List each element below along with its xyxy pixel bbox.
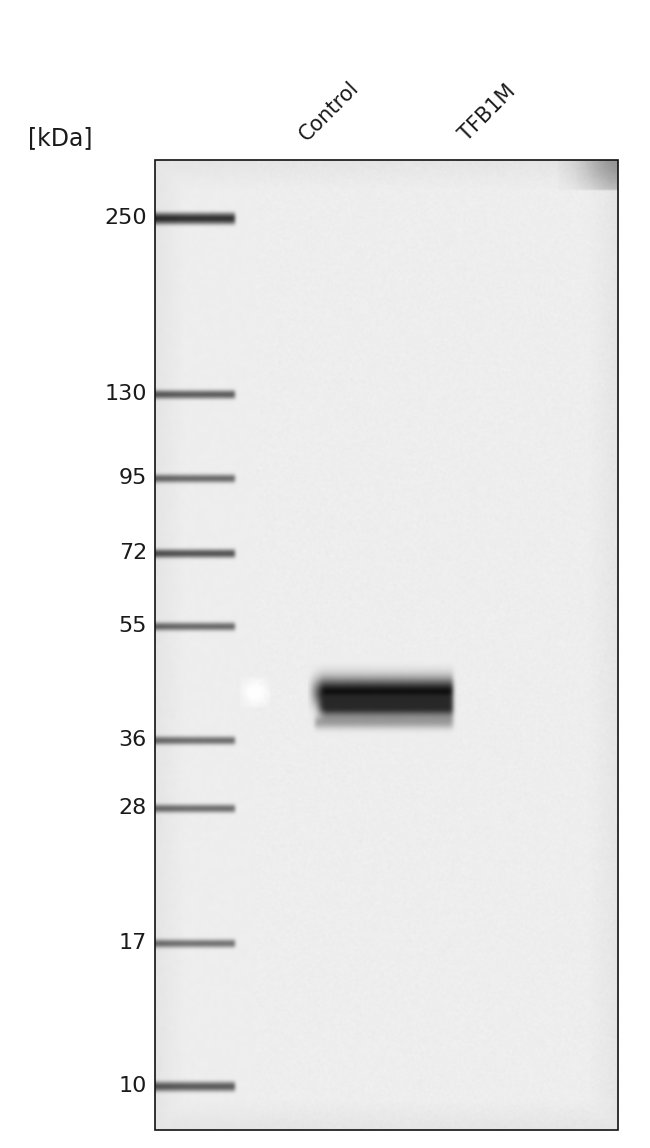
Text: TFB1M: TFB1M — [456, 82, 519, 145]
Text: 72: 72 — [119, 543, 147, 563]
Text: 250: 250 — [105, 208, 147, 228]
Text: 28: 28 — [119, 798, 147, 819]
Text: 130: 130 — [105, 383, 147, 404]
Text: 36: 36 — [119, 730, 147, 750]
Text: Control: Control — [296, 78, 363, 145]
Text: 55: 55 — [118, 616, 147, 636]
Text: [kDa]: [kDa] — [28, 126, 92, 150]
Text: 10: 10 — [118, 1076, 147, 1096]
Bar — [155, 160, 618, 1130]
Text: 17: 17 — [119, 933, 147, 953]
Text: 95: 95 — [118, 468, 147, 488]
